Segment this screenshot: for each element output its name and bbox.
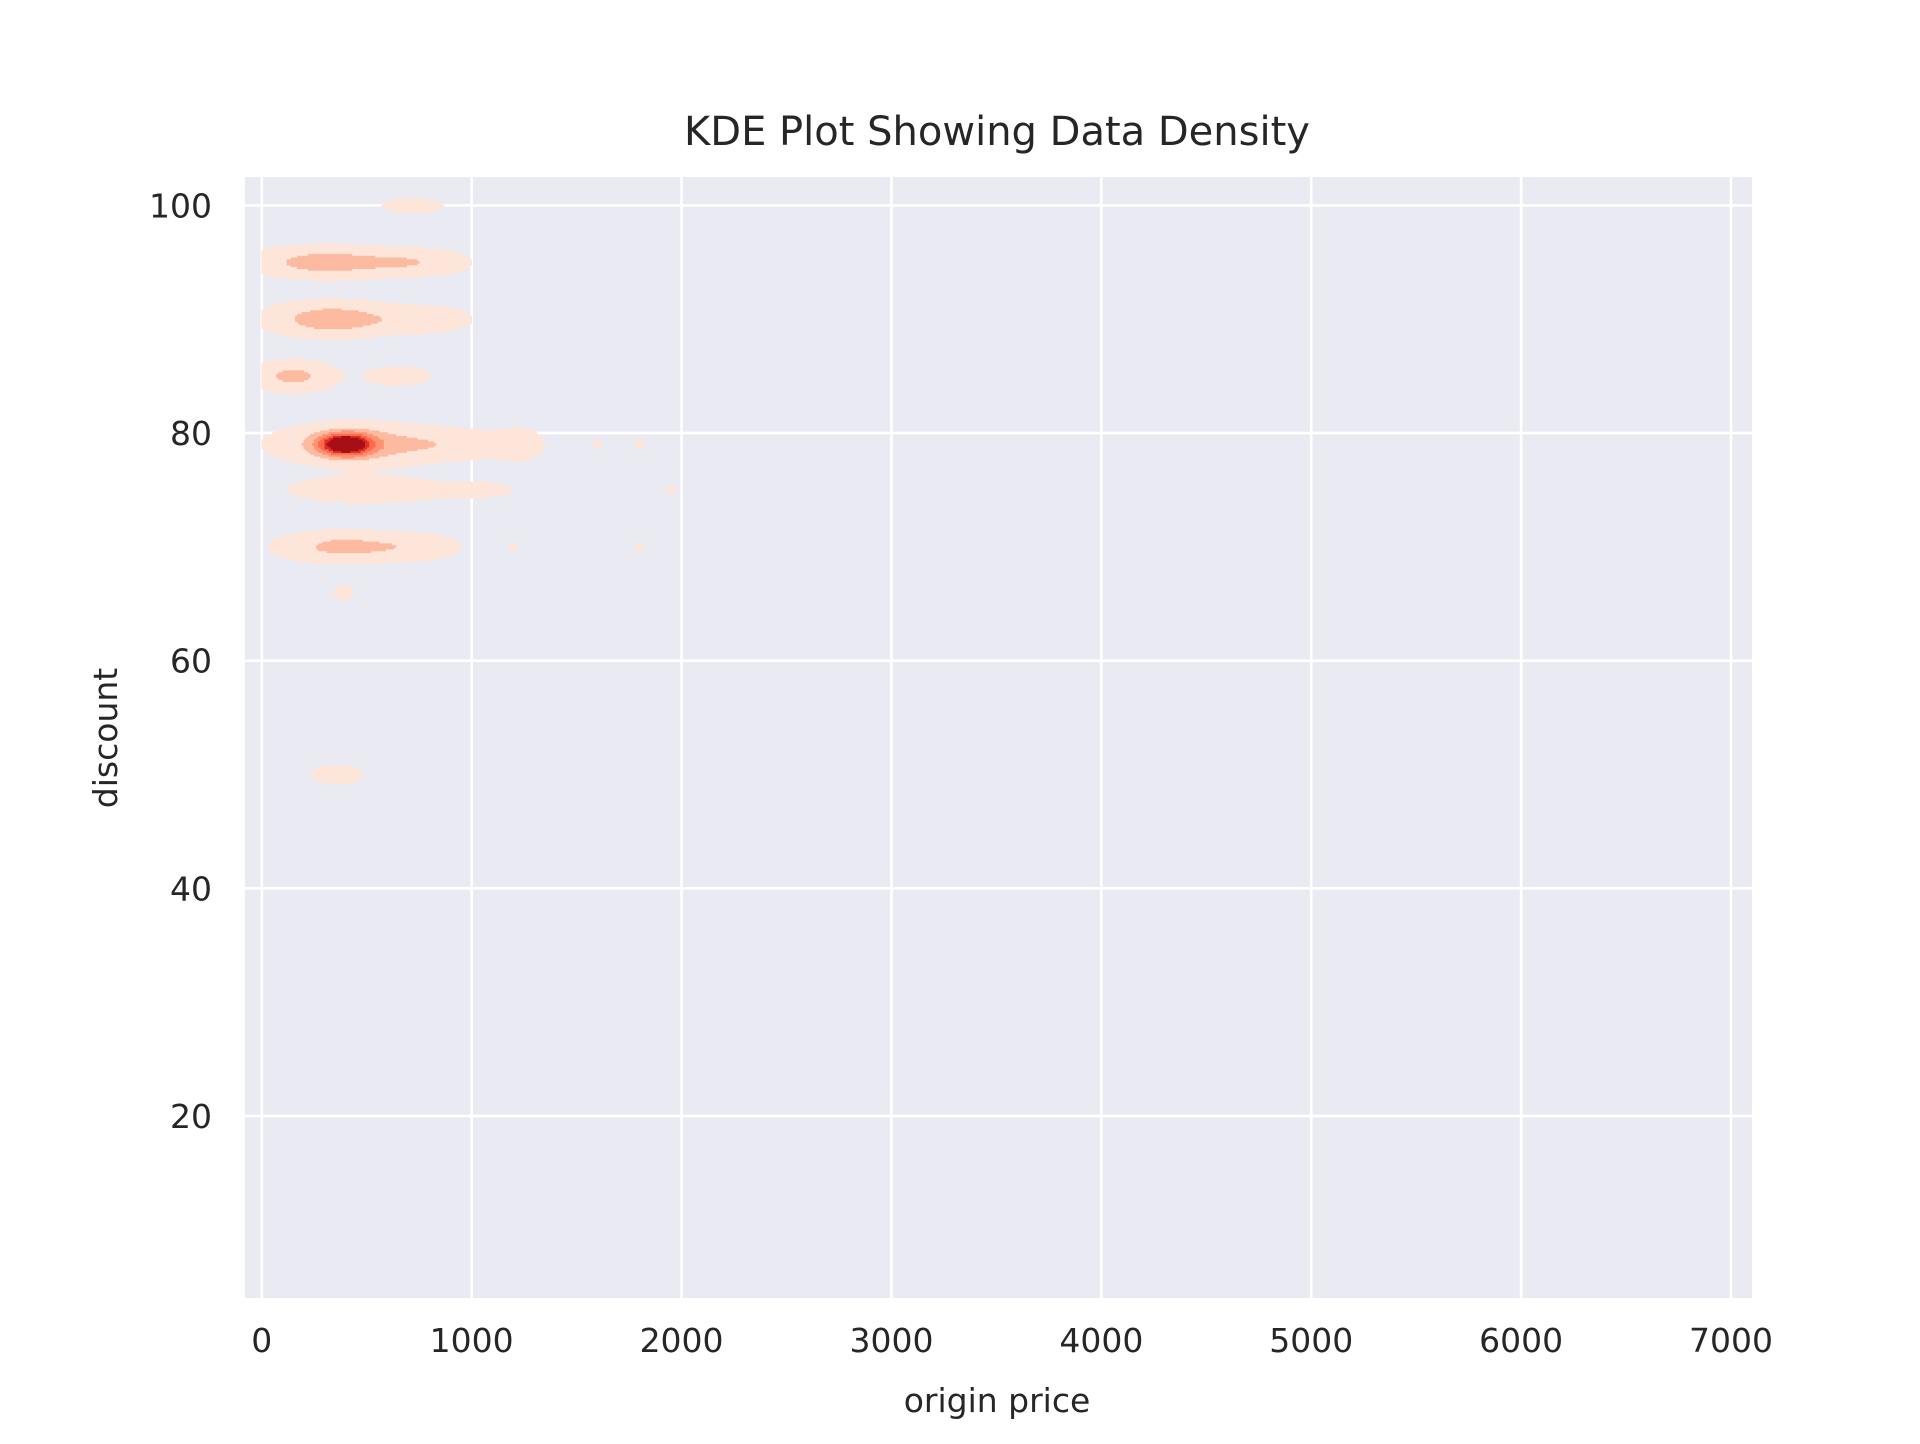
x-tick-label: 6000 <box>1479 1321 1563 1360</box>
x-tick-label: 2000 <box>640 1321 724 1360</box>
grid-lines <box>245 177 1752 1298</box>
y-tick-label: 20 <box>170 1097 212 1136</box>
x-tick-label: 0 <box>251 1321 272 1360</box>
x-tick-label: 4000 <box>1059 1321 1143 1360</box>
density-level-6 <box>326 436 365 453</box>
x-tick-label: 1000 <box>430 1321 514 1360</box>
density-level-2 <box>276 253 437 554</box>
tick-labels: 0 1000 2000 3000 4000 5000 6000 7000 20 40 60 80 100 <box>149 186 1773 1360</box>
density-layer <box>261 197 676 785</box>
x-tick-label: 7000 <box>1689 1321 1773 1360</box>
chart-title: KDE Plot Showing Data Density <box>684 109 1310 155</box>
y-tick-label: 100 <box>149 186 212 225</box>
x-tick-label: 5000 <box>1269 1321 1353 1360</box>
y-tick-label: 40 <box>170 869 212 908</box>
x-axis-label: origin price <box>904 1381 1091 1420</box>
x-tick-label: 3000 <box>849 1321 933 1360</box>
y-tick-label: 80 <box>170 414 212 453</box>
y-tick-label: 60 <box>170 642 212 681</box>
y-axis-label: discount <box>86 668 125 808</box>
plot-area-background <box>245 177 1752 1298</box>
density-level-1 <box>261 197 676 785</box>
